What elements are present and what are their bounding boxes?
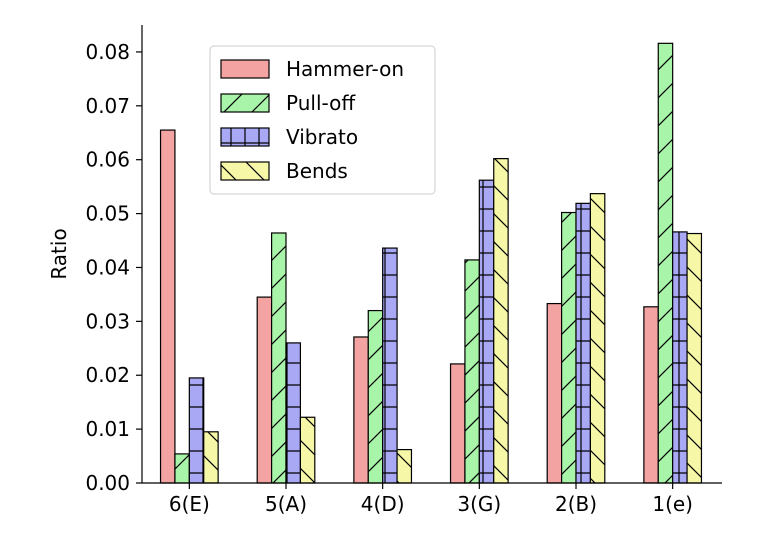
legend-swatch-hatch bbox=[221, 128, 269, 146]
y-tick-label: 0.06 bbox=[85, 148, 130, 172]
legend-frame bbox=[209, 45, 436, 195]
bar-hatch bbox=[397, 449, 412, 483]
x-tick-label: 3(G) bbox=[457, 492, 501, 516]
bar-hammer-on-4 bbox=[547, 303, 562, 483]
y-tick-label: 0.07 bbox=[85, 94, 130, 118]
legend-swatch-outline bbox=[220, 127, 270, 147]
bar-hatch bbox=[464, 259, 480, 483]
y-tick-label: 0.05 bbox=[85, 202, 130, 226]
bar-hatch bbox=[286, 342, 301, 483]
x-axis-ticks: 6(E) 5(A) 4(D) 3(G) 2(B) 1(e) bbox=[169, 483, 693, 516]
bar-hatch bbox=[271, 232, 286, 483]
y-tick-label: 0.00 bbox=[85, 471, 130, 495]
legend: Hammer-on Pull-off Vibrato Bends bbox=[209, 45, 436, 195]
legend-swatch-outline bbox=[220, 93, 270, 113]
x-tick-label: 6(E) bbox=[169, 492, 210, 516]
bar-hammer-on-1 bbox=[257, 297, 272, 483]
y-axis-label: Ratio bbox=[47, 228, 71, 279]
legend-swatch-hatch bbox=[221, 94, 269, 112]
y-axis-ticks: 0.00 0.01 0.02 0.03 0.04 0.05 0.06 0.07 0.08 bbox=[85, 40, 142, 495]
bar-hatch bbox=[493, 158, 509, 483]
bar-hatch bbox=[368, 310, 383, 483]
x-tick-label: 5(A) bbox=[265, 492, 307, 516]
legend-swatch-outline bbox=[220, 161, 270, 181]
y-tick-label: 0.04 bbox=[85, 255, 130, 279]
bar-hatch bbox=[174, 453, 190, 483]
legend-swatch-outline bbox=[220, 59, 270, 79]
bar-hatch bbox=[590, 193, 605, 483]
bar-hatch bbox=[672, 231, 688, 483]
legend-label: Vibrato bbox=[286, 125, 358, 149]
y-tick-label: 0.01 bbox=[85, 417, 130, 441]
bar-hatch bbox=[561, 212, 576, 483]
bar-hammer-on-0 bbox=[160, 130, 175, 483]
legend-label: Hammer-on bbox=[286, 57, 404, 81]
y-tick-label: 0.03 bbox=[85, 309, 130, 333]
legend-swatch bbox=[221, 60, 269, 78]
legend-swatch-hatch bbox=[221, 162, 269, 180]
bar-hatch bbox=[382, 248, 398, 483]
bar-hatch bbox=[203, 431, 219, 483]
bar-hatch bbox=[479, 180, 494, 483]
bar-hatch bbox=[576, 203, 591, 483]
legend-label: Bends bbox=[286, 159, 348, 183]
y-tick-label: 0.08 bbox=[85, 40, 130, 64]
bar-hatch bbox=[189, 377, 204, 483]
bar-hammer-on-2 bbox=[353, 336, 369, 483]
bar-hatch bbox=[300, 417, 315, 483]
legend-label: Pull-off bbox=[286, 91, 356, 115]
bar-hammer-on-5 bbox=[643, 306, 659, 483]
x-tick-label: 1(e) bbox=[652, 492, 693, 516]
bar-hatch bbox=[687, 233, 702, 483]
x-tick-label: 4(D) bbox=[361, 492, 405, 516]
bar-hatch bbox=[658, 43, 673, 483]
x-tick-label: 2(B) bbox=[555, 492, 597, 516]
y-tick-label: 0.02 bbox=[85, 363, 130, 387]
plot-area bbox=[159, 42, 703, 484]
bar-hammer-on-3 bbox=[450, 363, 465, 483]
